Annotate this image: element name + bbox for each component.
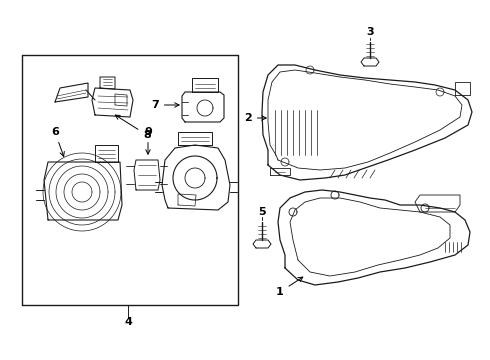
Text: 2: 2	[244, 113, 266, 123]
Text: 5: 5	[258, 207, 266, 217]
Text: 8: 8	[115, 115, 151, 140]
Text: 6: 6	[51, 127, 64, 156]
Text: 4: 4	[124, 317, 132, 327]
Text: 3: 3	[366, 27, 374, 37]
Text: 1: 1	[276, 277, 303, 297]
Text: 9: 9	[144, 127, 152, 154]
Text: 7: 7	[151, 100, 179, 110]
